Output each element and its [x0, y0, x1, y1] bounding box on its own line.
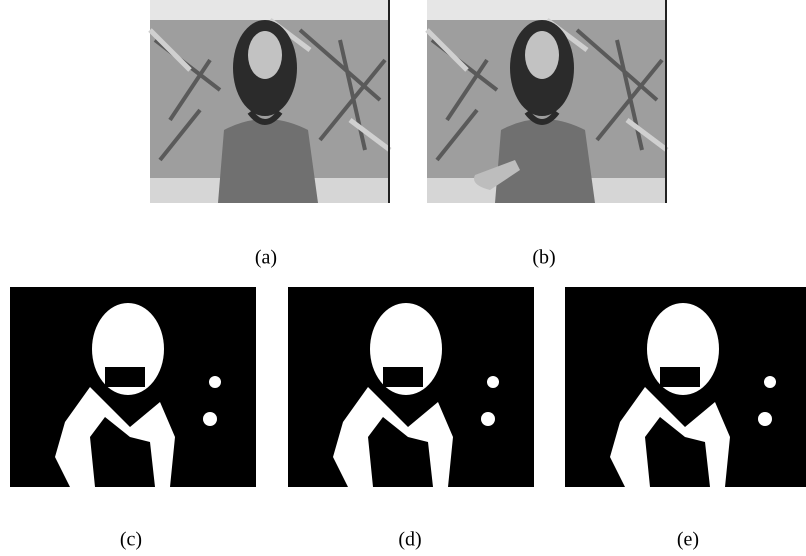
panel-label: (a): [255, 247, 277, 269]
panel-label: (e): [677, 529, 699, 551]
panel-label: (b): [532, 247, 555, 269]
panel-label: (c): [120, 529, 142, 551]
panel-label: (d): [398, 529, 421, 551]
page: {"figure": {"panels": [{"label": "(a)"},…: [0, 0, 806, 556]
video-frame: [150, 0, 390, 203]
video-frame: [427, 0, 667, 203]
figure: (a) (b) (c) (d) (e): [0, 0, 806, 556]
segmentation-mask: [288, 287, 534, 487]
segmentation-mask: [10, 287, 256, 487]
segmentation-mask: [565, 287, 806, 487]
